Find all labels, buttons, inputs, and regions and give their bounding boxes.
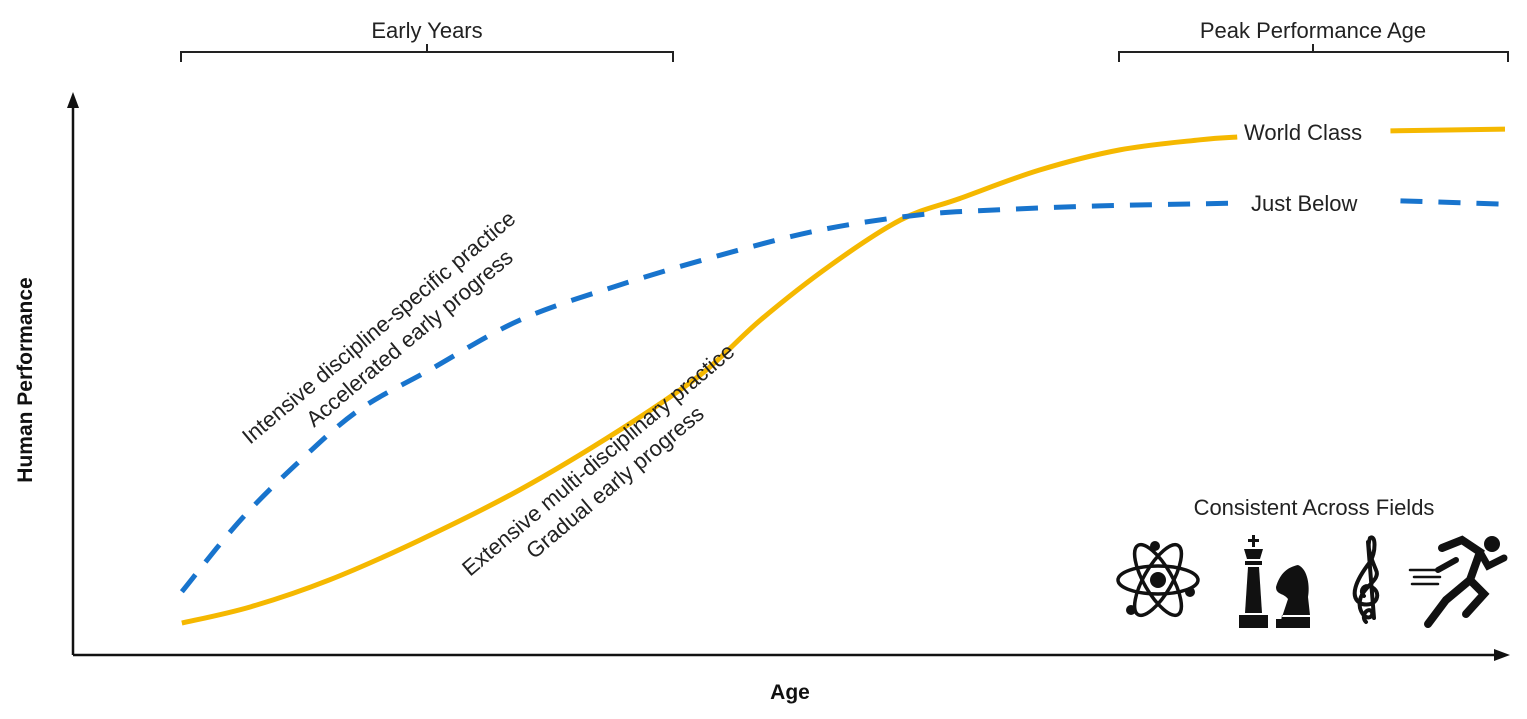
annotation-line: Gradual early progress	[521, 401, 708, 564]
bracket-label: Peak Performance Age	[1200, 18, 1426, 43]
x-axis-arrow	[1494, 649, 1510, 661]
atom-icon	[1116, 541, 1200, 618]
x-axis-label: Age	[770, 681, 810, 704]
series-line-world-class	[1390, 126, 1506, 134]
inset-title: Consistent Across Fields	[1194, 495, 1435, 520]
y-axis-label: Human Performance	[14, 277, 37, 482]
axes	[67, 92, 1510, 661]
treble-clef-icon	[1352, 535, 1379, 624]
annotation-line: Extensive multi-disciplinary practice	[457, 338, 739, 580]
annotation-world-class: Extensive multi-disciplinary practice Gr…	[457, 338, 739, 580]
bracket-early-years: Early Years	[180, 18, 674, 62]
series-line-just-below	[1400, 198, 1506, 207]
annotation-just-below: Intensive discipline-specific practice A…	[237, 206, 520, 449]
bracket-line	[1118, 44, 1509, 62]
bracket-line	[180, 44, 674, 62]
series-label-world-class: World Class	[1244, 120, 1362, 145]
series-layer	[179, 126, 1506, 626]
chess-icon	[1239, 535, 1310, 628]
series-label-just-below: Just Below	[1251, 191, 1357, 216]
y-axis-arrow	[67, 92, 79, 108]
series-line-world-class	[181, 134, 1238, 626]
bracket-peak-age: Peak Performance Age	[1118, 18, 1509, 62]
bracket-label: Early Years	[371, 18, 482, 43]
annotation-line: Intensive discipline-specific practice	[237, 206, 520, 449]
runner-icon	[1408, 535, 1508, 628]
